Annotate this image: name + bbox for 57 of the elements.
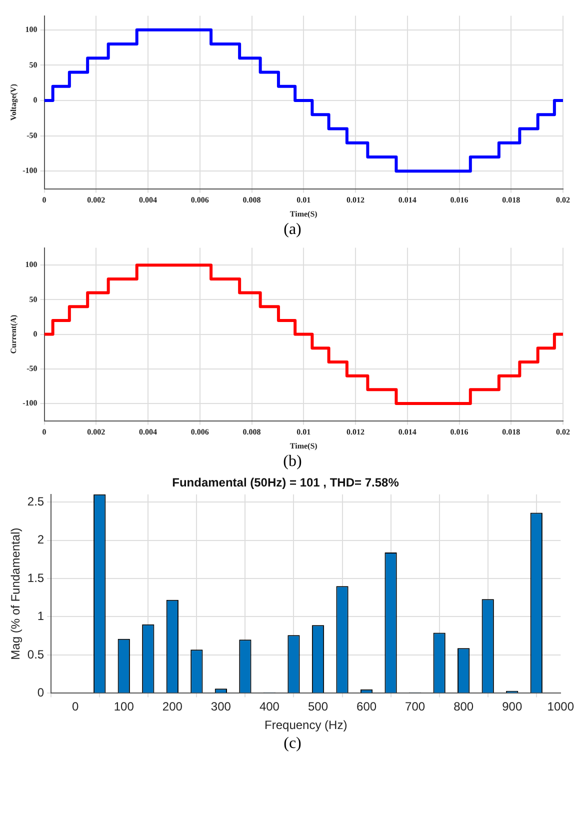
y-tick-label: 100 xyxy=(25,260,38,270)
x-tick-label: 800 xyxy=(454,700,474,714)
x-tick-label: 600 xyxy=(356,700,377,714)
x-tick-label: 0.004 xyxy=(139,196,158,205)
x-tick-label: 0.014 xyxy=(398,196,416,205)
x-tick-label: 0.02 xyxy=(556,428,570,437)
y-tick-label: 0 xyxy=(33,96,38,105)
x-tick-label: 1000 xyxy=(547,700,574,714)
y-tick-label: 0 xyxy=(37,686,44,700)
x-tick-label: 0.008 xyxy=(242,196,261,205)
y-axis-title: Current(A) xyxy=(8,314,18,354)
x-axis-title: Time(S) xyxy=(290,441,318,450)
x-tick-label: 100 xyxy=(114,700,134,714)
y-tick-label: 0.5 xyxy=(27,647,44,662)
x-tick-label: 500 xyxy=(308,700,328,714)
text: (b) xyxy=(282,452,303,472)
y-tick-label: -50 xyxy=(26,364,38,373)
x-tick-label: 400 xyxy=(259,700,280,714)
x-tick-label: 0.008 xyxy=(242,428,261,437)
chart-title: Fundamental (50Hz) = 101 , THD= 7.58% xyxy=(172,476,400,490)
text: (c) xyxy=(282,734,302,754)
x-tick-label: 0.016 xyxy=(450,196,468,205)
y-tick-label: 1 xyxy=(37,609,44,624)
y-tick-label: 50 xyxy=(29,294,38,304)
x-tick-label: 0.018 xyxy=(502,428,520,437)
x-tick-label: 0.006 xyxy=(190,196,209,205)
x-tick-label: 700 xyxy=(405,700,426,714)
y-tick-label: 1.5 xyxy=(27,570,44,585)
y-axis-title: Voltage(V) xyxy=(8,84,18,121)
x-tick-label: 0.016 xyxy=(450,428,468,437)
x-tick-label: 0.014 xyxy=(398,428,416,437)
x-tick-label: 300 xyxy=(210,700,232,714)
x-tick-label: 0.02 xyxy=(556,196,570,205)
y-tick-label: 2.5 xyxy=(27,494,44,508)
y-tick-label: -50 xyxy=(26,130,38,140)
y-tick-label: 100 xyxy=(25,24,38,34)
x-tick-label: 0.004 xyxy=(139,428,158,437)
x-tick-label: 0.01 xyxy=(296,428,311,437)
y-tick-label: 0 xyxy=(33,329,38,338)
x-tick-label: 200 xyxy=(162,700,183,714)
x-tick-label: 0.012 xyxy=(346,428,365,437)
x-axis-title: Time(S) xyxy=(290,209,318,218)
x-tick-label: 0.002 xyxy=(87,196,106,205)
x-tick-label: 0.012 xyxy=(346,196,365,205)
y-tick-label: 2 xyxy=(37,532,44,547)
y-tick-label: 50 xyxy=(29,60,38,70)
x-tick-label: 0 xyxy=(72,700,80,714)
x-axis-title: Frequency (Hz) xyxy=(264,718,348,732)
x-tick-label: 900 xyxy=(502,700,522,714)
y-tick-label: -100 xyxy=(22,398,38,408)
text: (a) xyxy=(282,220,302,240)
x-tick-label: 0.018 xyxy=(502,196,520,205)
y-axis-title: Mag (% of Fundamental) xyxy=(8,528,23,660)
x-tick-label: 0.01 xyxy=(296,196,311,205)
y-tick-label: -100 xyxy=(22,166,38,176)
x-tick-label: 0.006 xyxy=(190,428,209,437)
x-tick-label: 0.002 xyxy=(87,428,106,437)
